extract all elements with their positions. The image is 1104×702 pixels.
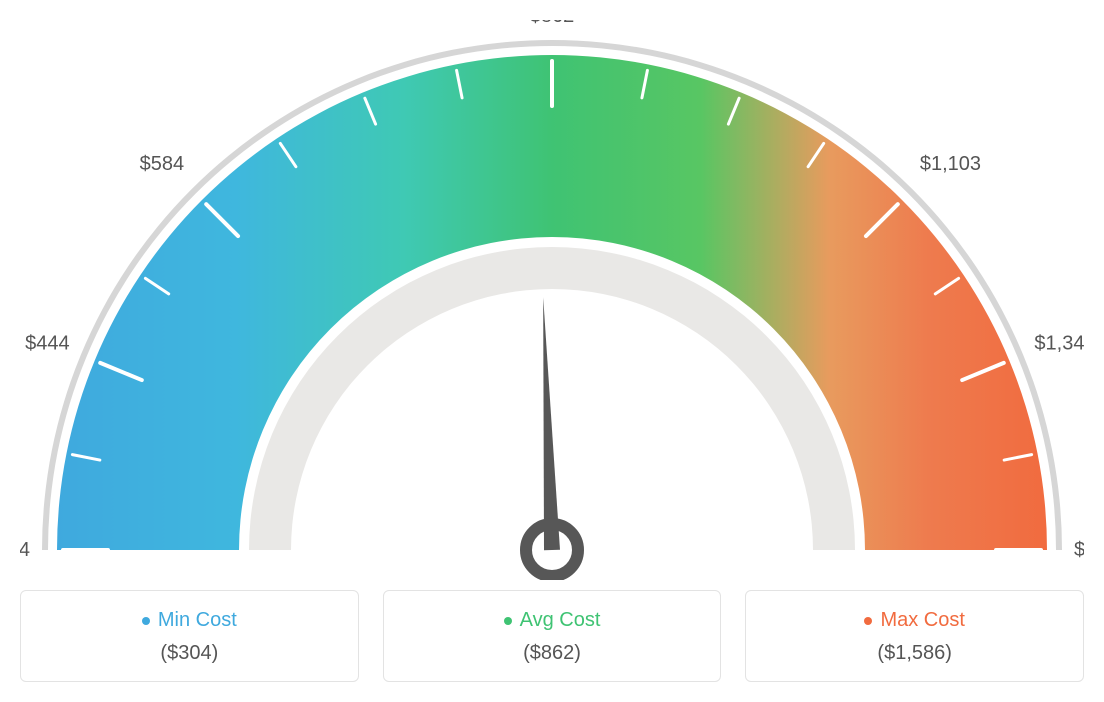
- cost-gauge-widget: $304 $444 $584 $862 $1,103 $1,344 $1,586 Min C…: [20, 20, 1084, 682]
- legend-label-avg: Avg Cost: [396, 609, 709, 632]
- svg-text:$862: $862: [530, 20, 575, 27]
- svg-text:$1,103: $1,103: [920, 153, 981, 175]
- legend-value-max: ($1,586): [758, 642, 1071, 665]
- legend-dot-max: [864, 617, 872, 625]
- svg-text:$584: $584: [140, 153, 185, 175]
- legend-label-max: Max Cost: [758, 609, 1071, 632]
- legend-card-avg: Avg Cost ($862): [383, 590, 722, 682]
- svg-text:$444: $444: [25, 332, 70, 354]
- legend-label-text: Min Cost: [158, 609, 237, 632]
- legend-value-min: ($304): [33, 642, 346, 665]
- legend-dot-min: [142, 617, 150, 625]
- legend-label-text: Avg Cost: [520, 609, 601, 632]
- legend-card-max: Max Cost ($1,586): [745, 590, 1084, 682]
- legend-value-avg: ($862): [396, 642, 709, 665]
- legend-dot-avg: [504, 617, 512, 625]
- legend-row: Min Cost ($304) Avg Cost ($862) Max Cost…: [20, 590, 1084, 682]
- svg-text:$1,586: $1,586: [1074, 539, 1084, 561]
- legend-label-min: Min Cost: [33, 609, 346, 632]
- legend-card-min: Min Cost ($304): [20, 590, 359, 682]
- svg-text:$1,344: $1,344: [1034, 332, 1084, 354]
- svg-text:$304: $304: [20, 539, 30, 561]
- legend-label-text: Max Cost: [880, 609, 964, 632]
- gauge-chart: $304 $444 $584 $862 $1,103 $1,344 $1,586: [20, 20, 1084, 580]
